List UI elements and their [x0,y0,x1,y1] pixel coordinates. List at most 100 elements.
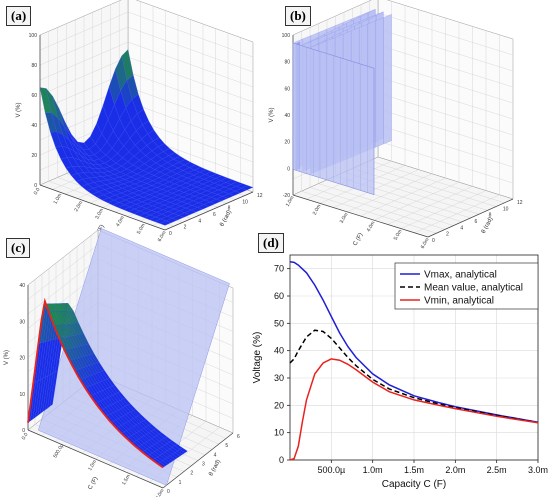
grid-line [360,164,497,207]
x-tick-label: 2.0m [445,465,465,475]
c-tick-label: 1.5m [121,474,132,487]
z-tick-label: 100 [282,33,291,39]
y-tick-label: 40 [274,346,284,356]
vmax-line [289,261,539,424]
c-axis-line [292,194,429,238]
c-axis-line [39,184,166,231]
surface-patch [241,185,254,191]
grid-line [39,56,129,96]
c-tick-label: 2.0m [155,488,166,497]
surface-a [39,49,254,226]
theta-tick-label: 12 [257,193,263,199]
theta-tick-label: 5 [225,443,228,449]
x-tick-label: 2.5m [487,465,507,475]
theta-tick-label: 6 [213,212,216,218]
sheet-strip [375,17,384,148]
panel-b: -20 0 20 40 60 80 100 1.0m 2.0m 3.0m 4.0m 5.0m 6.0m 0… [269,0,550,250]
legend-box [394,262,539,310]
legend-label: Vmax, analytical [424,270,497,281]
theta-tick-label: 0 [432,238,435,244]
y-tick-label: 30 [274,373,284,383]
legend: Vmax, analytical Mean value, analytical Vm… [394,262,539,310]
c-tick-label: 4.0m [115,215,126,228]
surface-c [27,228,230,486]
theta-tick-label: 0 [169,231,172,237]
theta-tick-label: 6 [237,434,240,440]
grid-line [27,244,99,300]
panel-label-d: (d) [258,233,284,253]
c-tick-label: 1.0m [285,195,296,208]
z-tick-label: 30 [19,319,25,325]
c-tick-label: 3.0m [94,208,105,221]
z-tick-label: 40 [284,113,290,119]
grid-line [27,258,99,315]
z-axis-label: V (%) [16,102,22,117]
theta-tick-label: 6 [475,219,478,225]
z-tick-label: 20 [284,140,290,146]
c-tick-label: 5.0m [393,229,404,242]
legend-label: Vmin, analytical [424,296,494,307]
c-axis-line [27,429,164,489]
y-tick-label: 70 [274,264,284,274]
theta-tick-label: 10 [503,206,509,212]
grid-line [414,194,500,233]
y-tick-label: 60 [274,291,284,301]
z-tick-label: 10 [19,392,25,398]
theta-tick-label: 3 [202,462,205,468]
grid-line [377,76,514,120]
y-tick-label: 0 [279,455,284,465]
theta-tick-label: 0 [167,489,170,495]
grid-line [373,182,460,221]
c-tick-label: 4.0m [366,220,377,233]
y-tick-label: 10 [274,428,284,438]
grid-line [387,186,473,225]
theta-tick-label: 4 [460,225,463,231]
z-tick-label: 20 [19,356,25,362]
x-tick-label: 1.5m [404,465,424,475]
theta-axis-line [162,432,234,489]
z-tick-label: 0 [287,166,290,172]
theta-tick-label: 1 [179,480,182,486]
c-tick-label: 6.0m [157,230,168,243]
theta-axis-label: θ (rad) [208,459,222,477]
grid-line [127,11,254,58]
x-tick-label: 500.0µ [317,465,345,475]
grid-line [377,28,514,72]
z-tick-label: 80 [284,60,290,66]
theta-axis-line [427,198,514,238]
x-tick-label: 3.0m [528,465,548,475]
line-chart-d: 500.0µ 1.0m 1.5m 2.0m 2.5m 3.0m 0 10 20 30 40 50 60 7… [252,254,548,490]
z-tick-label: 60 [284,86,290,92]
z-tick-label: -20 [283,193,290,199]
theta-tick-label: 2 [446,232,449,238]
intersect-plane [37,228,230,486]
panel-label-a: (a) [6,6,32,26]
axis-lines [27,285,234,489]
y-tick-label: 50 [274,318,284,328]
c-tick-label: 1.0m [87,459,98,472]
mean-line [289,329,539,424]
surface-b [292,9,392,196]
c-tick-label: 2.0m [312,204,323,217]
theta-axis-line [164,191,254,231]
theta-tick-label: 2 [184,225,187,231]
z-tick-label: 100 [29,33,38,39]
grid-line [377,60,514,104]
surface-patch [179,447,188,453]
c-tick-label: 1.0m [53,193,64,206]
z-tick-label: 20 [31,153,37,159]
theta-axis-label: θ (rad) [219,209,233,227]
grid-line [352,168,488,211]
axis-lines [39,35,254,231]
z-tick-label: 40 [31,123,37,129]
z-axis-label: V (%) [269,107,275,122]
c-tick-label: 0.0 [21,432,30,441]
grid-line [377,12,514,56]
c-tick-label: 0.0 [33,187,42,196]
y-axis-label: Voltage (%) [252,332,263,384]
panel-label-c: (c) [6,238,31,258]
legend-label: Mean value, analytical [424,283,523,294]
